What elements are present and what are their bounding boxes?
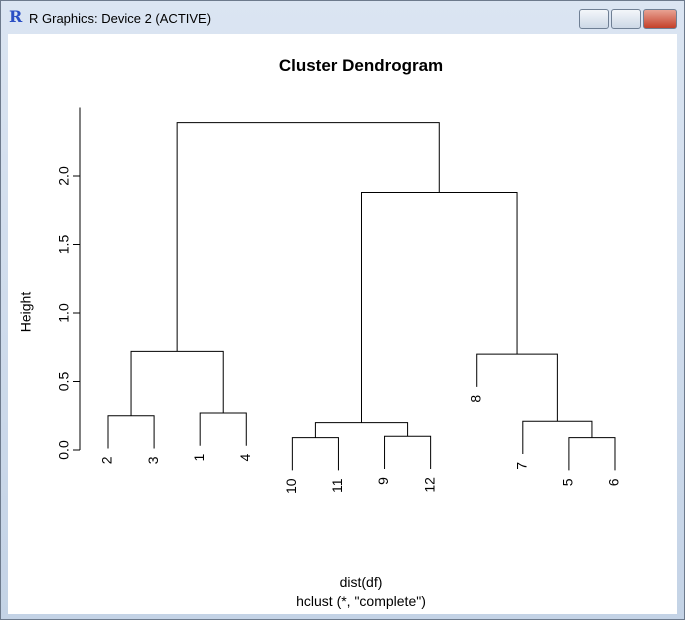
leaf-label: 6 [606,478,622,486]
leaf-label: 12 [421,477,437,493]
minimize-button[interactable] [579,9,609,29]
leaf-label: 3 [145,456,161,464]
y-tick-label: 2.0 [56,166,72,186]
merge-link [199,412,247,446]
merge-link [176,122,440,352]
merge-link [360,191,518,423]
window-title: R Graphics: Device 2 (ACTIVE) [29,11,212,26]
leaf-label: 11 [329,478,345,493]
y-axis-label: Height [18,292,34,333]
leaf-label: 10 [283,478,299,494]
leaf-label: 1 [191,454,207,462]
app-icon: R [9,7,23,26]
chart-title: Cluster Dendrogram [279,56,443,75]
maximize-button[interactable] [611,9,641,29]
leaf-label: 4 [237,454,253,462]
chart: Cluster Dendrogram dist(df) hclust (*, "… [8,34,677,614]
merge-link [384,435,432,470]
y-tick-label: 1.5 [56,235,72,255]
merge-link [568,437,616,471]
merge-link [291,437,339,471]
leaf-label: 7 [514,462,530,470]
y-tick-label: 0.5 [56,372,72,392]
merge-link [476,353,558,422]
leaf-label: 5 [560,478,576,486]
merge-link [314,422,409,438]
merge-link [107,415,155,449]
leaf-label: 8 [467,395,483,403]
y-tick-label: 0.0 [56,440,72,460]
merge-link [130,350,224,416]
x-axis-label: dist(df) [340,574,383,590]
title-bar: R R Graphics: Device 2 (ACTIVE) [1,1,684,35]
leaf-label: 9 [375,477,391,485]
leaf-label: 2 [99,456,115,464]
y-tick-label: 1.0 [56,303,72,323]
subtitle: hclust (*, "complete") [296,593,426,609]
close-button[interactable] [643,9,677,29]
